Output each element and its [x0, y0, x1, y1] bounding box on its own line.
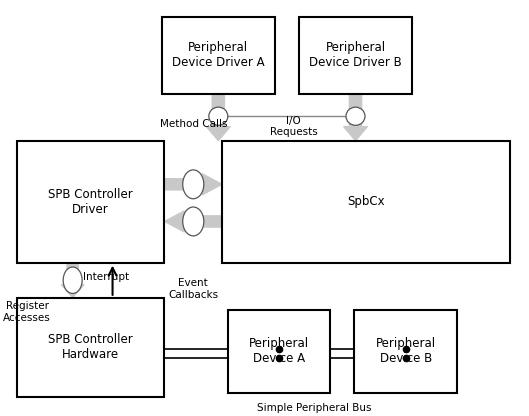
FancyBboxPatch shape: [16, 141, 164, 263]
Text: SpbCx: SpbCx: [347, 196, 385, 208]
Ellipse shape: [346, 107, 365, 125]
Text: Method Calls: Method Calls: [160, 119, 227, 129]
FancyArrow shape: [164, 173, 222, 195]
FancyBboxPatch shape: [162, 17, 275, 94]
FancyBboxPatch shape: [354, 310, 457, 393]
FancyArrow shape: [61, 263, 84, 298]
Text: I/O
Requests: I/O Requests: [270, 116, 317, 137]
FancyArrow shape: [343, 94, 368, 141]
FancyBboxPatch shape: [16, 298, 164, 397]
Text: Register
Accesses: Register Accesses: [3, 302, 51, 323]
Text: Peripheral
Device Driver B: Peripheral Device Driver B: [309, 41, 402, 69]
Text: Peripheral
Device B: Peripheral Device B: [376, 337, 436, 365]
Ellipse shape: [63, 267, 82, 293]
FancyBboxPatch shape: [227, 310, 331, 393]
Text: Simple Peripheral Bus: Simple Peripheral Bus: [258, 403, 372, 413]
Ellipse shape: [209, 107, 228, 125]
Text: Interrupt: Interrupt: [83, 272, 129, 282]
FancyBboxPatch shape: [299, 17, 412, 94]
Text: Peripheral
Device A: Peripheral Device A: [249, 337, 309, 365]
Text: Event
Callbacks: Event Callbacks: [168, 278, 218, 300]
Text: Peripheral
Device Driver A: Peripheral Device Driver A: [172, 41, 264, 69]
FancyArrow shape: [164, 211, 222, 232]
Text: SPB Controller
Driver: SPB Controller Driver: [48, 188, 133, 216]
FancyBboxPatch shape: [222, 141, 510, 263]
Text: SPB Controller
Hardware: SPB Controller Hardware: [48, 333, 133, 361]
FancyArrow shape: [206, 94, 231, 141]
Ellipse shape: [183, 207, 204, 236]
Ellipse shape: [183, 170, 204, 199]
